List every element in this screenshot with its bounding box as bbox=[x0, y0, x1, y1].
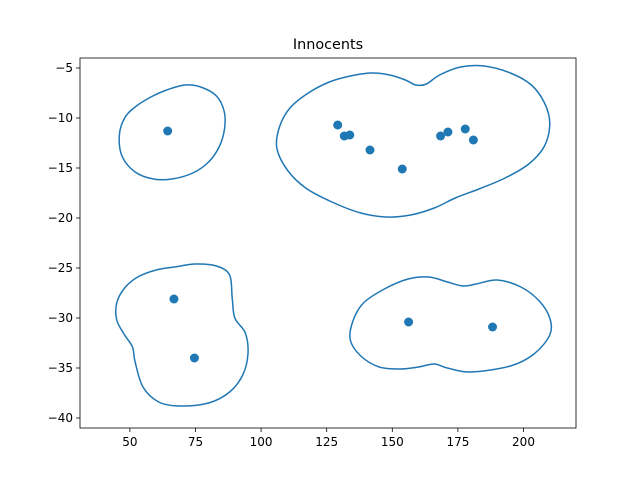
data-point-14 bbox=[488, 322, 498, 332]
data-point-6 bbox=[397, 164, 407, 174]
chart-title: Innocents bbox=[293, 37, 363, 53]
y-tick-label: −40 bbox=[48, 411, 73, 425]
data-point-1 bbox=[163, 126, 173, 136]
cluster-outline-4 bbox=[349, 276, 553, 373]
y-tick-label: −20 bbox=[48, 211, 73, 225]
data-point-9 bbox=[460, 124, 470, 134]
cluster-outline-1 bbox=[118, 84, 226, 181]
data-point-12 bbox=[189, 353, 199, 363]
data-point-4 bbox=[345, 130, 355, 140]
data-point-11 bbox=[169, 294, 179, 304]
data-point-8 bbox=[443, 127, 453, 137]
axis-ticks: 50 75 100 125 150 175 200 −5 −10 −15 −20 −25 −30 −35 −… bbox=[48, 61, 535, 449]
data-point-5 bbox=[365, 145, 375, 155]
x-tick-label: 50 bbox=[122, 435, 137, 449]
y-tick-label: −25 bbox=[48, 261, 73, 275]
x-tick-label: 125 bbox=[315, 435, 338, 449]
data-point-2 bbox=[333, 120, 343, 130]
y-tick-label: −5 bbox=[55, 61, 73, 75]
plot-frame bbox=[79, 57, 577, 429]
x-tick-label: 150 bbox=[381, 435, 404, 449]
y-tick-label: −10 bbox=[48, 111, 73, 125]
x-tick-label: 175 bbox=[446, 435, 469, 449]
y-tick-label: −15 bbox=[48, 161, 73, 175]
y-tick-label: −35 bbox=[48, 361, 73, 375]
cluster-outlines bbox=[115, 64, 553, 407]
x-tick-label: 100 bbox=[250, 435, 273, 449]
data-point-13 bbox=[404, 317, 414, 327]
x-tick-label: 200 bbox=[512, 435, 535, 449]
data-point-10 bbox=[468, 135, 478, 145]
cluster-outline-3 bbox=[115, 263, 249, 407]
y-tick-label: −30 bbox=[48, 311, 73, 325]
x-tick-label: 75 bbox=[188, 435, 203, 449]
cluster-outline-2 bbox=[275, 64, 551, 218]
data-point-7 bbox=[436, 131, 446, 141]
data-points bbox=[163, 120, 498, 363]
